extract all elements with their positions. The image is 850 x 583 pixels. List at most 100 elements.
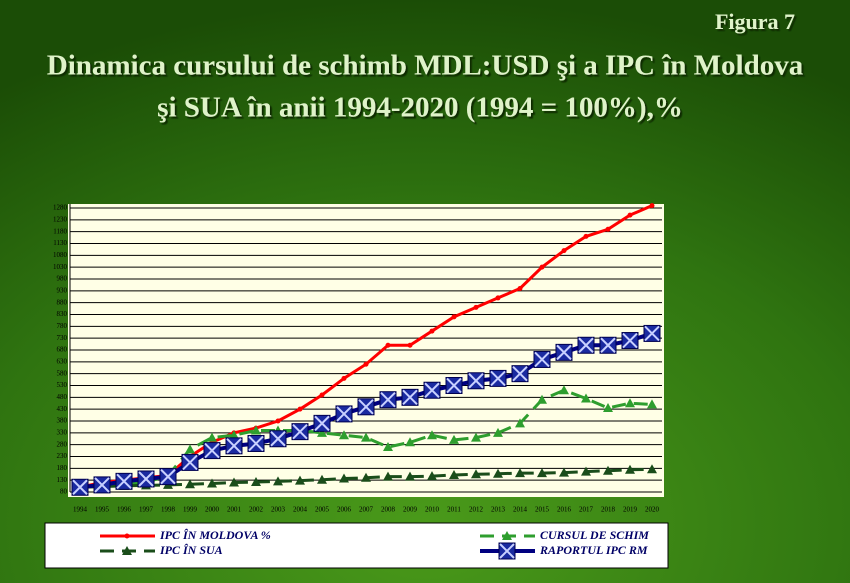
marker: [401, 388, 419, 406]
x-tick-label: 2019: [623, 506, 638, 514]
marker: [203, 442, 221, 460]
marker: [185, 444, 195, 454]
marker-cross: [160, 468, 176, 485]
marker-cross: [534, 351, 550, 368]
x-tick-label: 2014: [513, 506, 528, 514]
marker: [229, 477, 239, 487]
marker: [493, 468, 503, 478]
y-tick-label: 280: [57, 440, 68, 448]
marker: [649, 203, 655, 209]
legend-marker: [122, 546, 132, 555]
marker: [273, 476, 283, 486]
marker: [383, 471, 393, 481]
y-tick-label: 1030: [53, 263, 68, 271]
marker: [159, 468, 177, 486]
x-tick-label: 2017: [579, 506, 594, 514]
y-tick-label: 1230: [53, 215, 68, 223]
marker: [71, 478, 89, 496]
y-tick-label: 80: [60, 488, 68, 496]
marker: [115, 472, 133, 490]
marker: [379, 391, 397, 409]
marker-cross: [402, 389, 418, 406]
marker: [621, 332, 639, 350]
marker-cross: [116, 473, 132, 490]
y-tick-label: 1280: [53, 204, 68, 212]
chart-title: Dinamica cursului de schimb MDL:USD şi a…: [47, 50, 804, 82]
marker: [181, 453, 199, 471]
marker-cross: [468, 373, 484, 389]
marker-cross: [270, 431, 286, 447]
legend-box: [44, 522, 669, 569]
marker: [405, 437, 415, 447]
marker-cross: [578, 337, 594, 353]
y-tick-label: 980: [57, 275, 68, 283]
marker: [251, 477, 261, 487]
marker: [339, 473, 349, 483]
marker-cross: [292, 423, 308, 440]
marker: [603, 402, 613, 412]
y-tick-label: 330: [57, 428, 68, 436]
marker: [313, 414, 331, 432]
marker: [407, 342, 413, 348]
legend: IPC ÎN MOLDOVA % CURSUL DE SCHIM IPC ÎN SU…: [100, 528, 649, 560]
marker: [291, 423, 309, 441]
y-tick-label: 380: [57, 417, 68, 425]
marker: [627, 212, 633, 218]
marker: [297, 406, 303, 412]
marker: [427, 471, 437, 481]
marker: [383, 442, 393, 452]
marker: [643, 324, 661, 342]
x-tick-label: 2006: [337, 506, 352, 514]
marker: [647, 399, 657, 409]
legend-marker: [498, 542, 516, 560]
legend-label: RAPORTUL IPC RM: [539, 543, 648, 557]
x-tick-label: 2004: [293, 506, 308, 514]
marker: [473, 304, 479, 310]
marker: [537, 468, 547, 478]
marker: [555, 343, 573, 361]
y-tick-label: 180: [57, 464, 68, 472]
marker-cross: [72, 479, 88, 495]
x-tick-label: 2003: [271, 506, 286, 514]
marker: [577, 336, 595, 354]
marker: [247, 434, 265, 452]
marker: [423, 381, 441, 399]
marker: [559, 385, 569, 395]
plot: 80 130 180 230 280 330 380 430 480 530 580 630 680 73…: [53, 203, 662, 514]
marker: [561, 248, 567, 254]
marker: [583, 233, 589, 239]
y-tick-label: 930: [57, 286, 68, 294]
marker: [581, 393, 591, 403]
y-tick-label: 1130: [53, 239, 67, 247]
x-tick-label: 1995: [95, 506, 110, 514]
marker: [647, 464, 657, 474]
legend-marker: [502, 531, 512, 540]
y-tick-label: 230: [57, 452, 68, 460]
x-tick-label: 2015: [535, 506, 550, 514]
x-tick-label: 2005: [315, 506, 330, 514]
y-tick-label: 830: [57, 310, 68, 318]
marker: [599, 336, 617, 354]
y-tick-label: 480: [57, 393, 68, 401]
x-tick-label: 2018: [601, 506, 616, 514]
marker: [581, 466, 591, 476]
x-tick-label: 2009: [403, 506, 418, 514]
marker: [603, 465, 613, 475]
marker: [317, 427, 327, 437]
marker-cross: [380, 391, 396, 408]
y-tick-label: 430: [57, 405, 68, 413]
marker: [559, 467, 569, 477]
marker-cross: [446, 377, 462, 394]
marker: [341, 375, 347, 381]
marker: [471, 432, 481, 442]
marker: [335, 405, 353, 423]
marker: [537, 394, 547, 404]
y-tick-label: 780: [57, 322, 68, 330]
marker: [539, 264, 545, 270]
legend-label: CURSUL DE SCHIM: [540, 528, 649, 542]
marker-cross: [490, 370, 506, 387]
marker: [445, 377, 463, 394]
x-tick-label: 2016: [557, 506, 572, 514]
marker-cross: [556, 344, 572, 361]
legend-label: IPC ÎN SUA: [159, 543, 223, 557]
